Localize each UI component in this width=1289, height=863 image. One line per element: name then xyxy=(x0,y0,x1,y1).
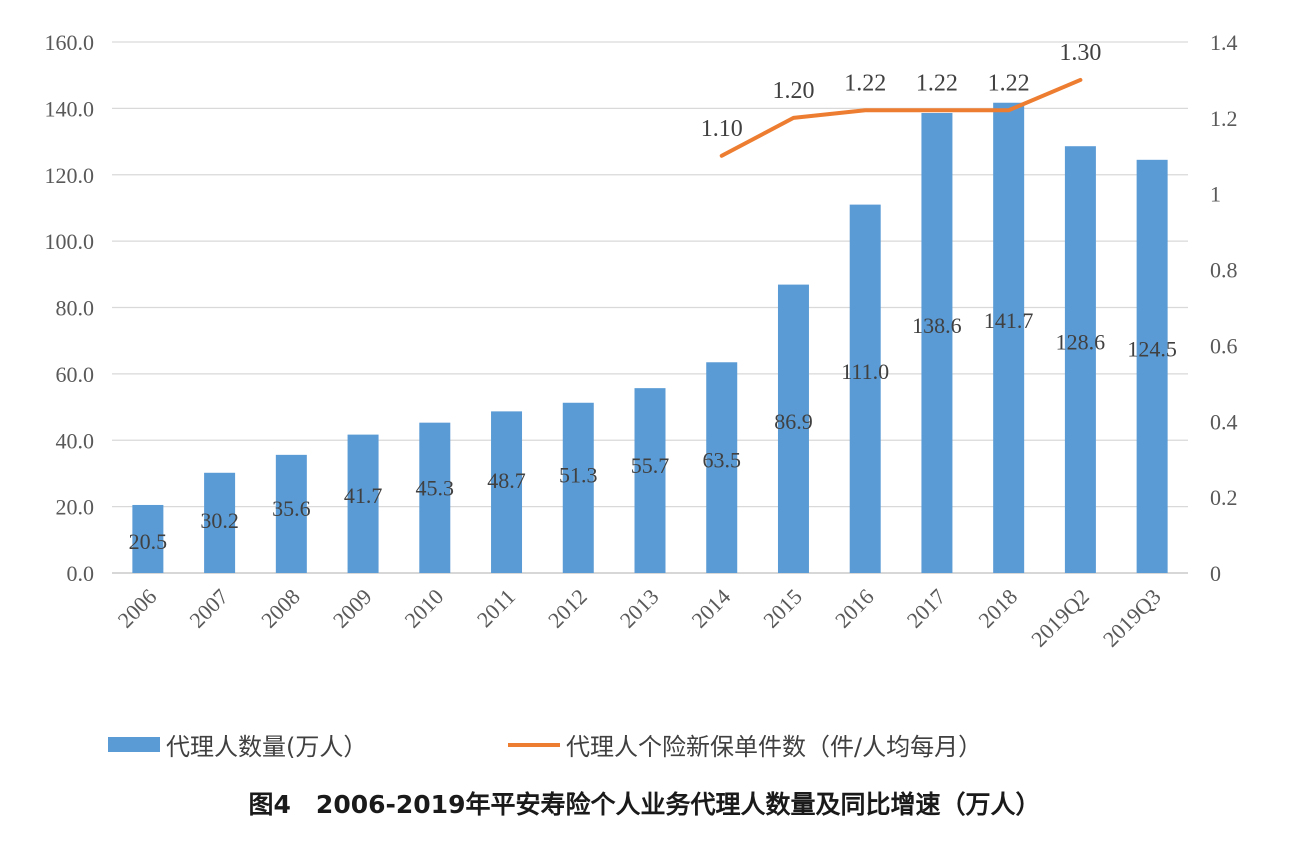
left-tick-label: 60.0 xyxy=(56,362,95,387)
x-tick-label: 2008 xyxy=(256,584,305,633)
right-tick-label: 0.8 xyxy=(1210,258,1238,283)
x-tick-label: 2015 xyxy=(758,584,807,633)
x-tick-label: 2009 xyxy=(328,584,377,633)
x-axis: 2006 2007 2008 2009 2010 2011 2012 2013 2014 2015… xyxy=(113,584,1166,652)
bar xyxy=(275,454,307,573)
line-series xyxy=(719,77,1083,158)
bar-data-label: 86.9 xyxy=(774,409,813,434)
bar-data-label: 111.0 xyxy=(841,359,889,384)
left-tick-label: 0.0 xyxy=(67,561,95,586)
bar xyxy=(1136,159,1168,574)
x-tick-label: 2011 xyxy=(472,584,520,632)
legend-label-line: 代理人个险新保单件数（件/人均每月） xyxy=(566,733,982,761)
bar xyxy=(132,504,164,573)
bar xyxy=(562,402,594,573)
bar-data-label: 20.5 xyxy=(129,529,168,554)
legend: 代理人数量(万人） 代理人个险新保单件数（件/人均每月） xyxy=(108,733,982,761)
bar xyxy=(491,411,523,573)
right-axis: 0 0.2 0.4 0.6 0.8 1 1.2 1.4 xyxy=(1210,30,1238,586)
x-tick-label: 2019Q3 xyxy=(1098,584,1166,652)
bar-data-label: 128.6 xyxy=(1056,330,1106,355)
x-tick-label: 2010 xyxy=(400,584,449,633)
left-tick-label: 40.0 xyxy=(56,428,95,453)
right-tick-label: 0.4 xyxy=(1210,409,1238,434)
bar xyxy=(993,102,1025,573)
series-line xyxy=(719,77,1083,158)
right-tick-label: 0.2 xyxy=(1210,485,1238,510)
bar xyxy=(1064,146,1096,574)
right-tick-label: 1.4 xyxy=(1210,30,1238,55)
x-tick-label: 2016 xyxy=(830,584,879,633)
bar-data-label: 55.7 xyxy=(631,453,670,478)
x-tick-label: 2013 xyxy=(615,584,664,633)
bar xyxy=(921,113,953,574)
line-data-label: 1.20 xyxy=(772,78,814,104)
bar-data-label: 51.3 xyxy=(559,462,598,487)
bar-data-label: 63.5 xyxy=(702,448,741,473)
bar-series xyxy=(132,102,1168,574)
left-tick-label: 140.0 xyxy=(45,96,95,121)
right-tick-label: 1.2 xyxy=(1210,106,1238,131)
left-tick-label: 80.0 xyxy=(56,296,95,321)
bar xyxy=(347,434,379,573)
right-tick-label: 0 xyxy=(1210,561,1221,586)
bar-data-label: 41.7 xyxy=(344,483,383,508)
right-tick-label: 0.6 xyxy=(1210,333,1238,358)
bar xyxy=(419,422,451,573)
right-tick-label: 1 xyxy=(1210,182,1221,207)
bar xyxy=(204,472,236,573)
line-data-label: 1.22 xyxy=(844,70,886,96)
bar-data-label: 124.5 xyxy=(1127,336,1177,361)
figure-caption: 图4 2006-2019年平安寿险个人业务代理人数量及同比增速（万人） xyxy=(248,790,1041,819)
line-data-labels: 1.10 1.20 1.22 1.22 1.22 1.30 xyxy=(701,40,1102,142)
bar xyxy=(706,362,738,573)
line-data-label: 1.22 xyxy=(988,70,1030,96)
line-data-label: 1.30 xyxy=(1059,40,1101,66)
legend-label-bar: 代理人数量(万人） xyxy=(166,733,367,761)
left-axis: 0.0 20.0 40.0 60.0 80.0 100.0 120.0 140.0 160.0 xyxy=(45,30,95,586)
line-data-label: 1.22 xyxy=(916,70,958,96)
left-tick-label: 160.0 xyxy=(45,30,95,55)
x-tick-label: 2017 xyxy=(902,584,951,633)
bar xyxy=(634,388,666,573)
bar-data-labels: 20.5 30.2 35.6 41.7 45.3 48.7 51.3 55.7 63.5 86.9… xyxy=(129,308,1177,554)
x-tick-label: 2007 xyxy=(184,584,233,633)
bar-data-label: 48.7 xyxy=(487,468,526,493)
left-tick-label: 120.0 xyxy=(45,163,95,188)
legend-swatch-bar xyxy=(108,737,160,752)
line-data-label: 1.10 xyxy=(701,116,743,142)
bar-data-label: 45.3 xyxy=(416,475,455,500)
x-tick-label: 2019Q2 xyxy=(1026,584,1094,652)
x-tick-label: 2006 xyxy=(113,584,162,633)
bar-data-label: 30.2 xyxy=(200,508,239,533)
x-tick-label: 2018 xyxy=(973,584,1022,633)
left-tick-label: 100.0 xyxy=(45,229,95,254)
bar-data-label: 35.6 xyxy=(272,496,311,521)
x-tick-label: 2012 xyxy=(543,584,592,633)
bar xyxy=(849,204,881,573)
bar-data-label: 141.7 xyxy=(984,308,1034,333)
x-tick-label: 2014 xyxy=(686,584,735,633)
bar xyxy=(777,284,809,573)
bar-data-label: 138.6 xyxy=(912,313,962,338)
left-tick-label: 20.0 xyxy=(56,495,95,520)
